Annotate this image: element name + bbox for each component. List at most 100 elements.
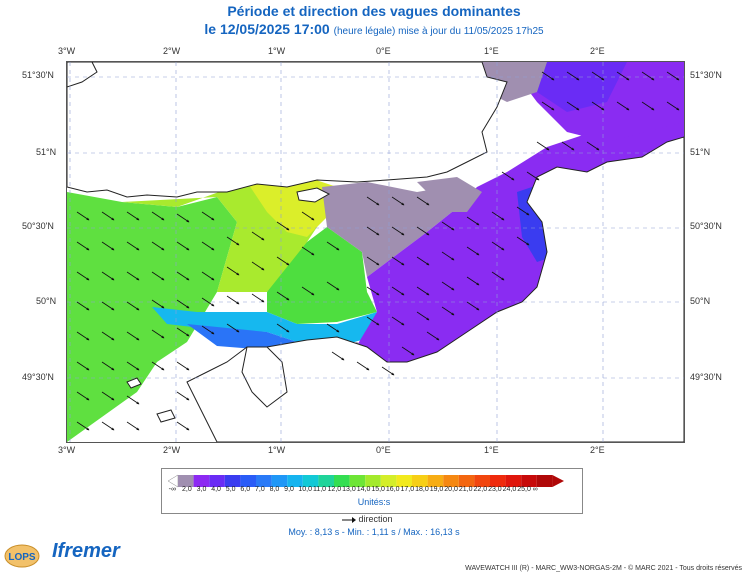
left-tick-4: 49°30'N xyxy=(22,372,54,382)
legend-swatch-19 xyxy=(474,475,490,487)
bottom-tick-5: 2°E xyxy=(590,445,605,455)
sea-zone-west-green xyxy=(67,192,237,442)
legend-label-15: 16,0 xyxy=(385,486,400,493)
right-tick-0: 51°30'N xyxy=(690,70,722,80)
land-cornwall xyxy=(67,62,98,88)
direction-arrows xyxy=(76,71,680,431)
legend-label-21: 22,0 xyxy=(473,486,488,493)
lops-logo: LOPS xyxy=(4,543,40,569)
forecast-date: le 12/05/2025 17:00 (heure légale) mise … xyxy=(0,20,748,41)
legend-label-1: 2,0 xyxy=(182,486,192,493)
legend-label-18: 19,0 xyxy=(429,486,444,493)
legend-label-0: -∞ xyxy=(168,486,176,493)
legend-swatch-13 xyxy=(380,475,397,487)
top-tick-3: 0°E xyxy=(376,46,391,56)
legend-label-13: 14,0 xyxy=(356,486,371,493)
legend-label-4: 5,0 xyxy=(225,486,236,493)
legend-label-19: 20,0 xyxy=(444,486,458,493)
bottom-tick-3: 0°E xyxy=(376,445,391,455)
lops-logo-svg: LOPS xyxy=(4,544,40,568)
legend-arrow-right xyxy=(552,475,564,487)
right-tick-1: 51°N xyxy=(690,147,711,157)
left-tick-3: 50°N xyxy=(36,296,57,306)
legend-swatch-22 xyxy=(521,475,537,487)
legend-swatch-8 xyxy=(302,475,319,487)
left-tick-1: 51°N xyxy=(36,147,57,157)
legend-swatch-15 xyxy=(412,475,428,487)
top-tick-4: 1°E xyxy=(484,46,499,56)
right-tick-3: 50°N xyxy=(690,296,711,306)
legend-label-24: 25,0 xyxy=(517,486,531,493)
wave-map-svg xyxy=(67,62,684,442)
top-tick-0: 3°W xyxy=(58,46,76,56)
legend-swatch-5 xyxy=(256,475,272,487)
graticule xyxy=(67,62,684,442)
stats-line: Moy. : 8,13 s - Min. : 1,11 s / Max. : 1… xyxy=(288,527,460,537)
sea-zone-violet-north xyxy=(537,62,627,112)
bottom-tick-2: 1°W xyxy=(268,445,286,455)
direction-label: direction xyxy=(358,514,393,524)
right-tick-2: 50°30'N xyxy=(690,221,722,231)
legend-swatch-3 xyxy=(224,475,241,487)
update-subtitle: (heure légale) mise à jour du 11/05/2025… xyxy=(333,26,544,37)
legend-label-16: 17,0 xyxy=(400,486,415,493)
left-tick-2: 50°30'N xyxy=(22,221,54,231)
land-france xyxy=(186,136,684,442)
legend-label-5: 6,0 xyxy=(240,486,251,493)
legend-swatch-11 xyxy=(349,475,366,487)
page-title: Période et direction des vagues dominant… xyxy=(227,3,521,19)
legend-colorbar xyxy=(167,474,564,488)
land-channel-island-2 xyxy=(156,409,176,423)
legend-label-12: 13,0 xyxy=(342,486,356,493)
legend-units: Unités:s xyxy=(357,497,391,507)
bottom-tick-0: 3°W xyxy=(58,445,76,455)
bottom-tick-1: 2°W xyxy=(163,445,181,455)
legend-swatch-10 xyxy=(334,475,350,487)
top-tick-5: 2°E xyxy=(590,46,605,56)
legend-label-7: 8,0 xyxy=(269,486,280,493)
legend-label-22: 23,0 xyxy=(488,486,502,493)
legend-label-6: 7,0 xyxy=(254,486,265,493)
legend-label-20: 21,0 xyxy=(458,486,473,493)
legend-label-9: 10,0 xyxy=(298,486,312,493)
top-tick-2: 1°W xyxy=(268,46,286,56)
legend-swatch-17 xyxy=(443,475,459,487)
legend-label-23: 24,0 xyxy=(502,486,517,493)
sea-zone-mid-green xyxy=(267,227,377,324)
land-cotentin xyxy=(241,346,288,408)
legend-label-2: 3,0 xyxy=(196,486,207,493)
bottom-tick-4: 1°E xyxy=(484,445,499,455)
legend-swatch-23 xyxy=(536,475,553,487)
legend-label-11: 12,0 xyxy=(327,486,342,493)
ifremer-logo: Ifremer xyxy=(52,540,120,562)
legend-swatch-9 xyxy=(318,475,334,487)
direction-arrow-icon xyxy=(342,516,356,523)
legend-swatch-7 xyxy=(287,475,303,487)
legend-box xyxy=(161,468,583,514)
legend-label-17: 18,0 xyxy=(415,486,429,493)
legend-labels: -∞ 2,0 3,0 4,0 5,0 6,0 7,0 8,0 9,0 10,011,012,013… xyxy=(167,486,540,493)
sea-zone-cyan-band xyxy=(152,307,377,347)
legend-label-3: 4,0 xyxy=(211,486,221,493)
legend-swatch-1 xyxy=(193,475,210,487)
legend-swatch-20 xyxy=(490,475,506,487)
legend-swatch-12 xyxy=(365,475,381,487)
legend-swatch-0 xyxy=(178,475,194,487)
legend-swatch-6 xyxy=(271,475,288,487)
title-block: Période et direction des vagues dominant… xyxy=(0,2,748,41)
legend-swatch-16 xyxy=(427,475,444,487)
legend-label-14: 15,0 xyxy=(371,486,385,493)
lops-logo-text: LOPS xyxy=(8,552,36,563)
forecast-date-text: le 12/05/2025 17:00 xyxy=(204,21,330,37)
land-channel-island-1 xyxy=(126,377,142,389)
land-england xyxy=(67,62,508,198)
legend-swatch-4 xyxy=(240,475,256,487)
legend-label-25: ∞ xyxy=(532,486,538,493)
direction-legend: direction xyxy=(342,514,393,524)
legend-swatch-18 xyxy=(458,475,475,487)
wave-map[interactable] xyxy=(66,61,685,443)
legend-swatch-21 xyxy=(505,475,522,487)
legend-label-8: 9,0 xyxy=(284,486,294,493)
left-tick-0: 51°30'N xyxy=(22,70,54,80)
legend-swatch-2 xyxy=(209,475,225,487)
